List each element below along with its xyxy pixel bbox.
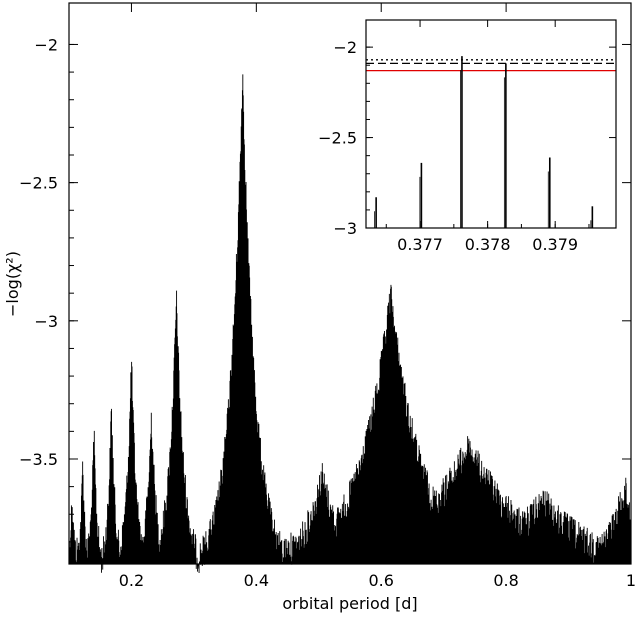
- inset-background: [366, 20, 616, 228]
- y-tick-label: −2: [34, 35, 58, 54]
- inset-y-tick-label: −2: [333, 38, 357, 57]
- inset-x-tick-label: 0.378: [465, 235, 511, 254]
- y-tick-label: −3: [34, 312, 58, 331]
- y-tick-label: −3.5: [19, 450, 58, 469]
- inset-frame: [365, 19, 617, 229]
- inset-x-axis: 0.377 0.378 0.379: [385, 20, 590, 254]
- inset-x-tick-label: 0.377: [397, 235, 443, 254]
- inset-y-axis: −2 −2.5 −3: [318, 38, 616, 238]
- inset-y-tick-label: −3: [333, 219, 357, 238]
- x-tick-label: 1: [626, 571, 635, 590]
- inset-plot: 0.377 0.378 0.379 −2 −2.5 −3: [318, 19, 617, 254]
- main-y-axis: −2 −2.5 −3 −3.5: [19, 35, 631, 543]
- y-tick-label: −2.5: [19, 174, 58, 193]
- y-axis-title: −log(χ²): [3, 251, 22, 317]
- inset-threshold-lines: [366, 59, 616, 72]
- x-axis-title: orbital period [d]: [282, 594, 417, 613]
- x-tick-label: 0.4: [244, 571, 269, 590]
- x-tick-label: 0.6: [368, 571, 393, 590]
- x-tick-label: 0.2: [119, 571, 144, 590]
- main-plot: 0.2 0.4 0.6 0.8 1 −2 −2.5 −3 −3.5 orbital perio…: [3, 2, 635, 613]
- main-x-axis: 0.2 0.4 0.6 0.8 1: [68, 3, 635, 590]
- inset-y-tick-label: −2.5: [318, 129, 357, 148]
- inset-x-tick-label: 0.379: [532, 235, 578, 254]
- x-tick-label: 0.8: [493, 571, 518, 590]
- inset-spikes: [374, 56, 594, 228]
